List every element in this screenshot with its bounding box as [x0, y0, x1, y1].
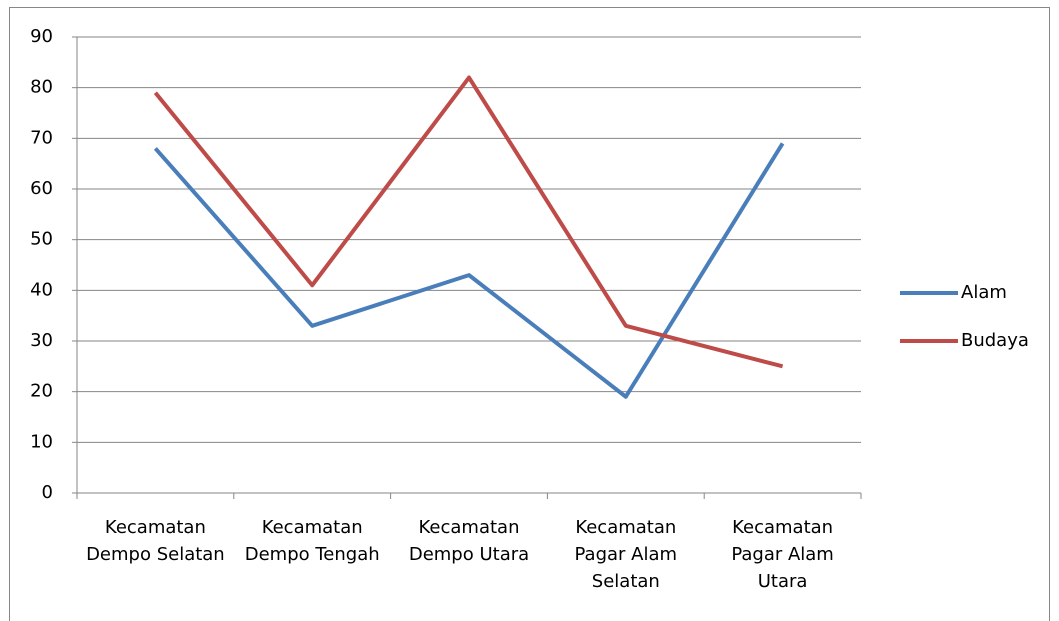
x-tick-label: Kecamatan Dempo Tengah — [244, 517, 380, 565]
y-tick-label: 70 — [30, 127, 53, 148]
x-tick-label: Kecamatan Dempo Selatan — [86, 517, 225, 565]
legend-label: Budaya — [961, 330, 1029, 351]
legend-label: Alam — [961, 282, 1007, 303]
y-tick-label: 30 — [30, 330, 53, 351]
y-tick-label: 50 — [30, 229, 53, 250]
y-tick-label: 90 — [30, 26, 53, 47]
chart-border — [9, 7, 1050, 621]
y-tick-label: 80 — [30, 77, 53, 98]
y-tick-label: 0 — [42, 482, 53, 503]
series-line — [153, 75, 784, 369]
y-tick-label: 10 — [30, 431, 53, 452]
x-tick-label: Kecamatan Dempo Utara — [408, 517, 530, 565]
x-tick-label: Kecamatan Pagar Alam Utara — [731, 517, 834, 592]
y-tick-label: 20 — [30, 381, 53, 402]
y-tick-label: 60 — [30, 178, 53, 199]
y-tick-label: 40 — [30, 279, 53, 300]
series-line — [153, 142, 785, 399]
x-tick-label: Kecamatan Pagar Alam Selatan — [574, 517, 678, 592]
